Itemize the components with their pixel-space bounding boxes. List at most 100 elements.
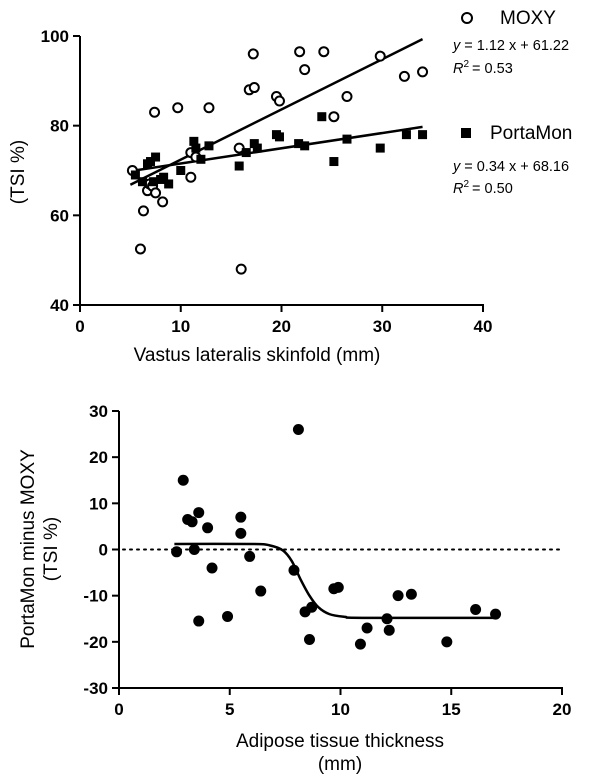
data-point xyxy=(392,590,404,602)
data-point-portamon xyxy=(401,130,411,140)
r2-portamon-value: = 0.50 xyxy=(472,181,513,197)
data-point-portamon xyxy=(191,143,201,153)
x-axis-title-line2: (mm) xyxy=(318,754,362,775)
y-axis-ticks: 40 60 80 100 xyxy=(41,27,80,315)
fit-lines xyxy=(129,38,424,186)
x-tick-label: 20 xyxy=(272,317,291,336)
legend-label-moxy: MOXY xyxy=(500,8,556,29)
data-point-moxy xyxy=(374,50,386,62)
data-point-moxy xyxy=(318,46,330,58)
y-axis-title-line2: (TSI %) xyxy=(41,517,62,581)
y-tick-label: 20 xyxy=(89,448,108,467)
data-point-portamon xyxy=(189,136,199,146)
x-tick-label: 15 xyxy=(442,700,461,719)
x-tick-label: 40 xyxy=(474,317,493,336)
data-points xyxy=(126,46,429,275)
data-point-moxy xyxy=(150,187,162,199)
fit-line-portamon xyxy=(130,125,423,173)
x-tick-label: 30 xyxy=(373,317,392,336)
data-point-moxy xyxy=(137,205,149,217)
data-point-moxy xyxy=(134,243,146,255)
data-point-portamon xyxy=(329,157,339,167)
r2-moxy: R2 = 0.53 xyxy=(453,59,513,77)
data-point xyxy=(193,615,205,627)
data-point xyxy=(255,585,267,597)
data-point-moxy xyxy=(328,111,340,123)
data-points xyxy=(171,423,502,650)
x-tick-label: 10 xyxy=(171,317,190,336)
y-tick-label: 80 xyxy=(50,117,69,136)
data-point xyxy=(354,638,366,650)
data-point xyxy=(332,581,344,593)
data-point xyxy=(177,474,189,486)
data-point xyxy=(303,634,315,646)
data-point xyxy=(441,636,453,648)
data-point-portamon xyxy=(252,143,262,153)
series-portamon xyxy=(130,112,428,189)
data-point xyxy=(171,546,183,558)
data-point-moxy xyxy=(235,263,247,275)
y-axis-title-line1: PortaMon minus MOXY xyxy=(18,449,39,649)
data-point xyxy=(361,622,373,634)
y-tick-label: 60 xyxy=(50,206,69,225)
equation-portamon-rhs: = 0.34 x + 68.16 xyxy=(464,159,569,175)
data-point xyxy=(244,550,256,562)
data-point-moxy xyxy=(149,106,161,118)
y-tick-label: 40 xyxy=(50,296,69,315)
data-point-portamon xyxy=(176,166,186,175)
data-point xyxy=(186,516,198,528)
data-point-moxy xyxy=(341,91,353,103)
data-point-moxy xyxy=(172,102,184,114)
data-point-portamon xyxy=(241,148,251,158)
equation-moxy-rhs: = 1.12 x + 61.22 xyxy=(464,38,569,54)
data-point xyxy=(405,588,417,600)
data-point xyxy=(470,604,482,616)
y-tick-label: 100 xyxy=(41,27,69,46)
data-point xyxy=(222,610,234,622)
x-tick-label: 0 xyxy=(114,700,123,719)
data-point xyxy=(288,564,300,576)
y-tick-label: -30 xyxy=(83,679,108,698)
data-point-portamon xyxy=(204,141,214,151)
data-point xyxy=(292,423,304,435)
data-point-moxy xyxy=(273,95,285,107)
x-axis-ticks: 0 5 10 15 20 xyxy=(114,688,571,719)
data-point-portamon xyxy=(274,132,284,142)
data-point-moxy xyxy=(248,82,260,94)
data-point-portamon xyxy=(300,141,310,151)
x-tick-label: 20 xyxy=(553,700,572,719)
x-tick-label: 5 xyxy=(225,700,234,719)
data-point xyxy=(206,562,218,574)
data-point-portamon xyxy=(418,130,428,140)
data-point-portamon xyxy=(196,154,206,164)
legend-marker-moxy xyxy=(461,12,473,24)
legend: MOXY y = 1.12 x + 61.22 R2 = 0.53 PortaMon… xyxy=(452,8,572,197)
y-axis-title: (TSI %) xyxy=(8,140,29,204)
legend-label-portamon: PortaMon xyxy=(490,123,572,144)
data-point-moxy xyxy=(203,102,215,114)
legend-marker-portamon xyxy=(461,128,471,138)
data-point-portamon xyxy=(130,170,140,180)
fit-curve xyxy=(174,542,496,620)
data-point-portamon xyxy=(375,143,385,153)
data-point-moxy xyxy=(299,64,311,76)
data-point-portamon xyxy=(159,172,169,182)
y-tick-label: 10 xyxy=(89,494,108,513)
data-point-moxy xyxy=(294,46,306,58)
r2-portamon: R2 = 0.50 xyxy=(453,179,513,197)
chart-skinfold-tsi: 40 60 80 100 0 10 20 30 40 Vastus lateralis ski… xyxy=(8,8,572,366)
data-point-portamon xyxy=(234,161,244,171)
series-moxy xyxy=(126,46,429,275)
data-point-moxy xyxy=(185,171,197,183)
x-axis-title: Vastus lateralis skinfold (mm) xyxy=(134,345,381,366)
data-point xyxy=(202,522,214,534)
data-point-portamon xyxy=(137,177,147,187)
y-axis-ticks: -30 -20 -10 0 10 20 30 xyxy=(83,402,119,698)
data-point xyxy=(490,608,502,620)
data-point xyxy=(381,613,393,625)
data-point-portamon xyxy=(149,177,159,187)
data-point xyxy=(235,511,247,523)
y-tick-label: 0 xyxy=(99,541,108,560)
data-point-portamon xyxy=(146,157,156,167)
